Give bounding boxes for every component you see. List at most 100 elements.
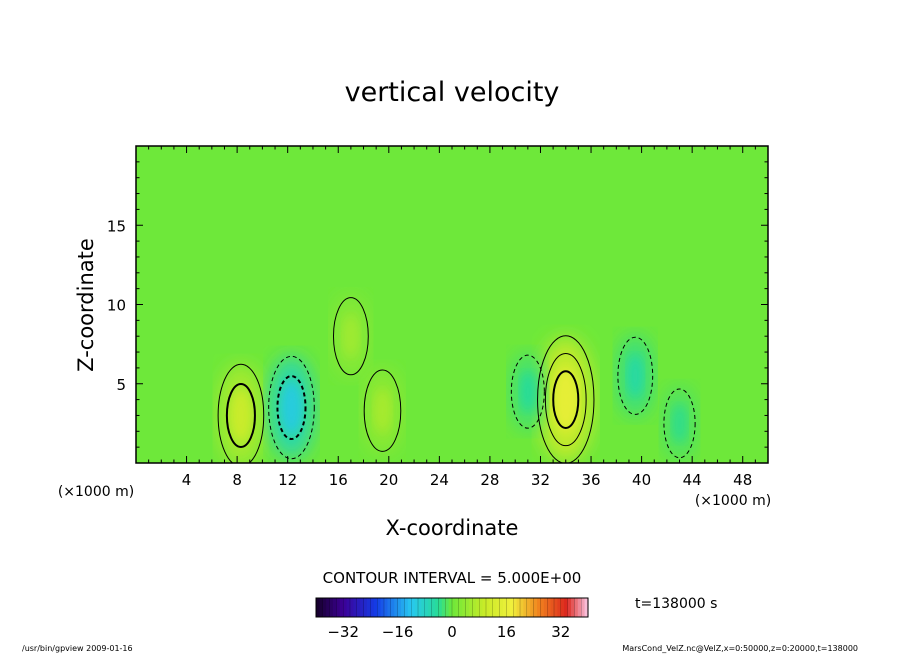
colorbar-cell <box>550 598 555 617</box>
colorbar-cell <box>390 598 395 617</box>
colorbar-cell <box>509 598 514 617</box>
colorbar-tick-label: 32 <box>551 623 570 641</box>
x-tick-label: 44 <box>683 471 702 489</box>
colorbar-cell <box>339 598 344 617</box>
x-tick-label: 20 <box>379 471 398 489</box>
colorbar-cell <box>394 598 399 617</box>
colorbar-cell <box>367 598 371 617</box>
colorbar-cell <box>492 598 497 617</box>
colorbar-cell <box>581 598 586 617</box>
x-tick-label: 40 <box>632 471 651 489</box>
colorbar-tick-label: −16 <box>382 623 414 641</box>
colorbar-cell <box>333 598 337 617</box>
x-tick-label: 48 <box>733 471 752 489</box>
colorbar-cell <box>414 598 419 617</box>
colorbar-cell <box>472 598 477 617</box>
contour-7-1 <box>617 336 654 415</box>
plot-area <box>136 146 768 463</box>
colorbar-cell <box>462 598 467 617</box>
colorbar-cell <box>547 598 552 617</box>
colorbar-tick-label: 0 <box>447 623 457 641</box>
colorbar-tick-label: 16 <box>497 623 516 641</box>
contour-1-2 <box>225 382 256 448</box>
colorbar-cell <box>445 598 450 617</box>
velocity-field <box>217 295 697 463</box>
colorbar-cell <box>343 598 348 617</box>
colorbar-cell <box>370 598 375 617</box>
colorbar-cell <box>571 598 575 617</box>
colorbar-cell <box>329 598 334 617</box>
contour-2-1 <box>268 355 315 460</box>
field-core-6 <box>519 372 536 412</box>
contour-3-1 <box>332 297 369 376</box>
colorbar-cell <box>513 598 518 617</box>
colorbar-cell <box>326 598 331 617</box>
colorbar-cell <box>397 598 402 617</box>
colorbar-cell <box>377 598 382 617</box>
colorbar-cell <box>503 598 507 617</box>
colorbar-cell <box>584 598 589 617</box>
contour-interval-label: CONTOUR INTERVAL = 5.000E+00 <box>323 569 582 587</box>
contour-5-1 <box>537 335 595 463</box>
colorbar-cell <box>404 598 409 617</box>
colorbar-cell <box>564 598 569 617</box>
field-core-5 <box>552 368 579 431</box>
contour-4-1 <box>363 369 402 452</box>
x-tick-label: 8 <box>232 471 242 489</box>
colorbar-cell <box>373 598 378 617</box>
colorbar-cell <box>506 598 511 617</box>
colorbar-cell <box>455 598 460 617</box>
contour-lines <box>217 297 696 463</box>
colorbar-cell <box>489 598 494 617</box>
colorbar-cell <box>401 598 405 617</box>
axis-ticks <box>135 145 769 464</box>
colorbar-cell <box>431 598 436 617</box>
colorbar-cell <box>465 598 470 617</box>
field-core-3 <box>342 315 360 357</box>
x-unit-right: (×1000 m) <box>695 493 771 509</box>
chart-title: vertical velocity <box>345 77 560 108</box>
colorbar-cell <box>435 598 439 617</box>
colorbar-cell <box>441 598 446 617</box>
contour-1-1 <box>217 363 265 463</box>
field-core-7 <box>626 355 644 397</box>
x-tick-label: 36 <box>581 471 600 489</box>
contour-6-1 <box>510 354 545 429</box>
footer-right: MarsCond_VelZ.nc@VelZ,x=0:50000,z=0:2000… <box>622 644 858 653</box>
colorbar-cell <box>458 598 463 617</box>
colorbar-cell <box>316 598 320 617</box>
colorbar-tick-label: −32 <box>327 623 359 641</box>
contour-5-2 <box>544 353 587 447</box>
colorbar-cell <box>540 598 545 617</box>
colorbar-cell <box>475 598 480 617</box>
y-axis-label: Z-coordinate <box>74 238 98 372</box>
colorbar-cell <box>496 598 501 617</box>
colorbar-cell <box>350 598 354 617</box>
x-tick-labels: 4 8 12 16 20 24 28 32 36 40 44 48 <box>182 471 752 489</box>
x-tick-label: 4 <box>182 471 192 489</box>
x-tick-label: 32 <box>531 471 550 489</box>
time-label: t=138000 s <box>635 596 717 612</box>
colorbar-cell <box>537 598 541 617</box>
x-tick-label: 28 <box>480 471 499 489</box>
x-tick-label: 24 <box>430 471 449 489</box>
colorbar-cell <box>336 598 341 617</box>
field-core-1 <box>230 389 252 442</box>
x-axis-label: X-coordinate <box>386 516 519 540</box>
colorbar-cell <box>554 598 558 617</box>
colorbar-cell <box>452 598 456 617</box>
y-tick-label: 5 <box>116 376 126 394</box>
colorbar-cell <box>516 598 521 617</box>
colorbar-cell <box>523 598 528 617</box>
colorbar-cell <box>486 598 490 617</box>
colorbar-cell <box>560 598 565 617</box>
colorbar-cell <box>530 598 535 617</box>
colorbar-cell <box>448 598 453 617</box>
y-tick-labels: 5 10 15 <box>107 217 126 394</box>
colorbar-cell <box>499 598 504 617</box>
colorbar <box>315 598 589 617</box>
footer-left: /usr/bin/gpview 2009-01-16 <box>22 644 133 653</box>
contour-8-1 <box>663 388 696 459</box>
colorbar-cell <box>482 598 487 617</box>
